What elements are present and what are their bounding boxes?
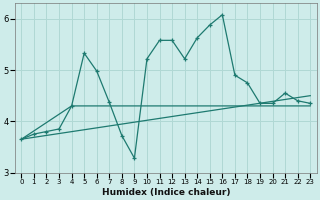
X-axis label: Humidex (Indice chaleur): Humidex (Indice chaleur) — [101, 188, 230, 197]
